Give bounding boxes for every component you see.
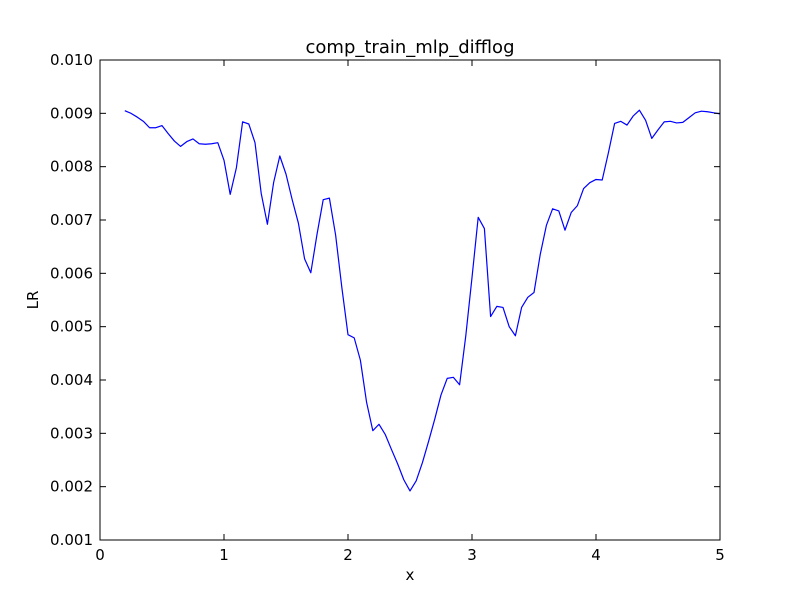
plot-background: [100, 60, 720, 540]
y-tick-label: 0.006: [50, 264, 93, 282]
x-tick-label: 5: [715, 546, 725, 564]
y-tick-label: 0.008: [50, 158, 93, 176]
x-tick-label: 1: [219, 546, 229, 564]
ticks-layer: 0 1 2 3 4 5 0.001 0.002 0.003 0.004 0.005 0.006 0.00…: [50, 51, 725, 564]
series-line: [124, 109, 721, 492]
x-axis-label: x: [406, 566, 415, 584]
y-tick-label: 0.010: [50, 51, 93, 69]
plot-area: [100, 60, 720, 540]
y-tick-label: 0.005: [50, 318, 93, 336]
y-tick-label: 0.007: [50, 211, 93, 229]
series-layer: [124, 109, 721, 492]
y-tick-label: 0.004: [50, 371, 93, 389]
x-tick-label: 3: [467, 546, 477, 564]
plot-frame: [99, 59, 721, 541]
x-tick-label: 2: [343, 546, 353, 564]
y-axis-label: LR: [24, 291, 42, 310]
y-tick-label: 0.001: [50, 531, 93, 549]
y-tick-label: 0.003: [50, 424, 93, 442]
y-tick-label: 0.002: [50, 478, 93, 496]
x-tick-label: 4: [591, 546, 601, 564]
x-tick-label: 0: [95, 546, 105, 564]
chart-title: comp_train_mlp_difflog: [306, 37, 515, 58]
y-tick-label: 0.009: [50, 104, 93, 122]
